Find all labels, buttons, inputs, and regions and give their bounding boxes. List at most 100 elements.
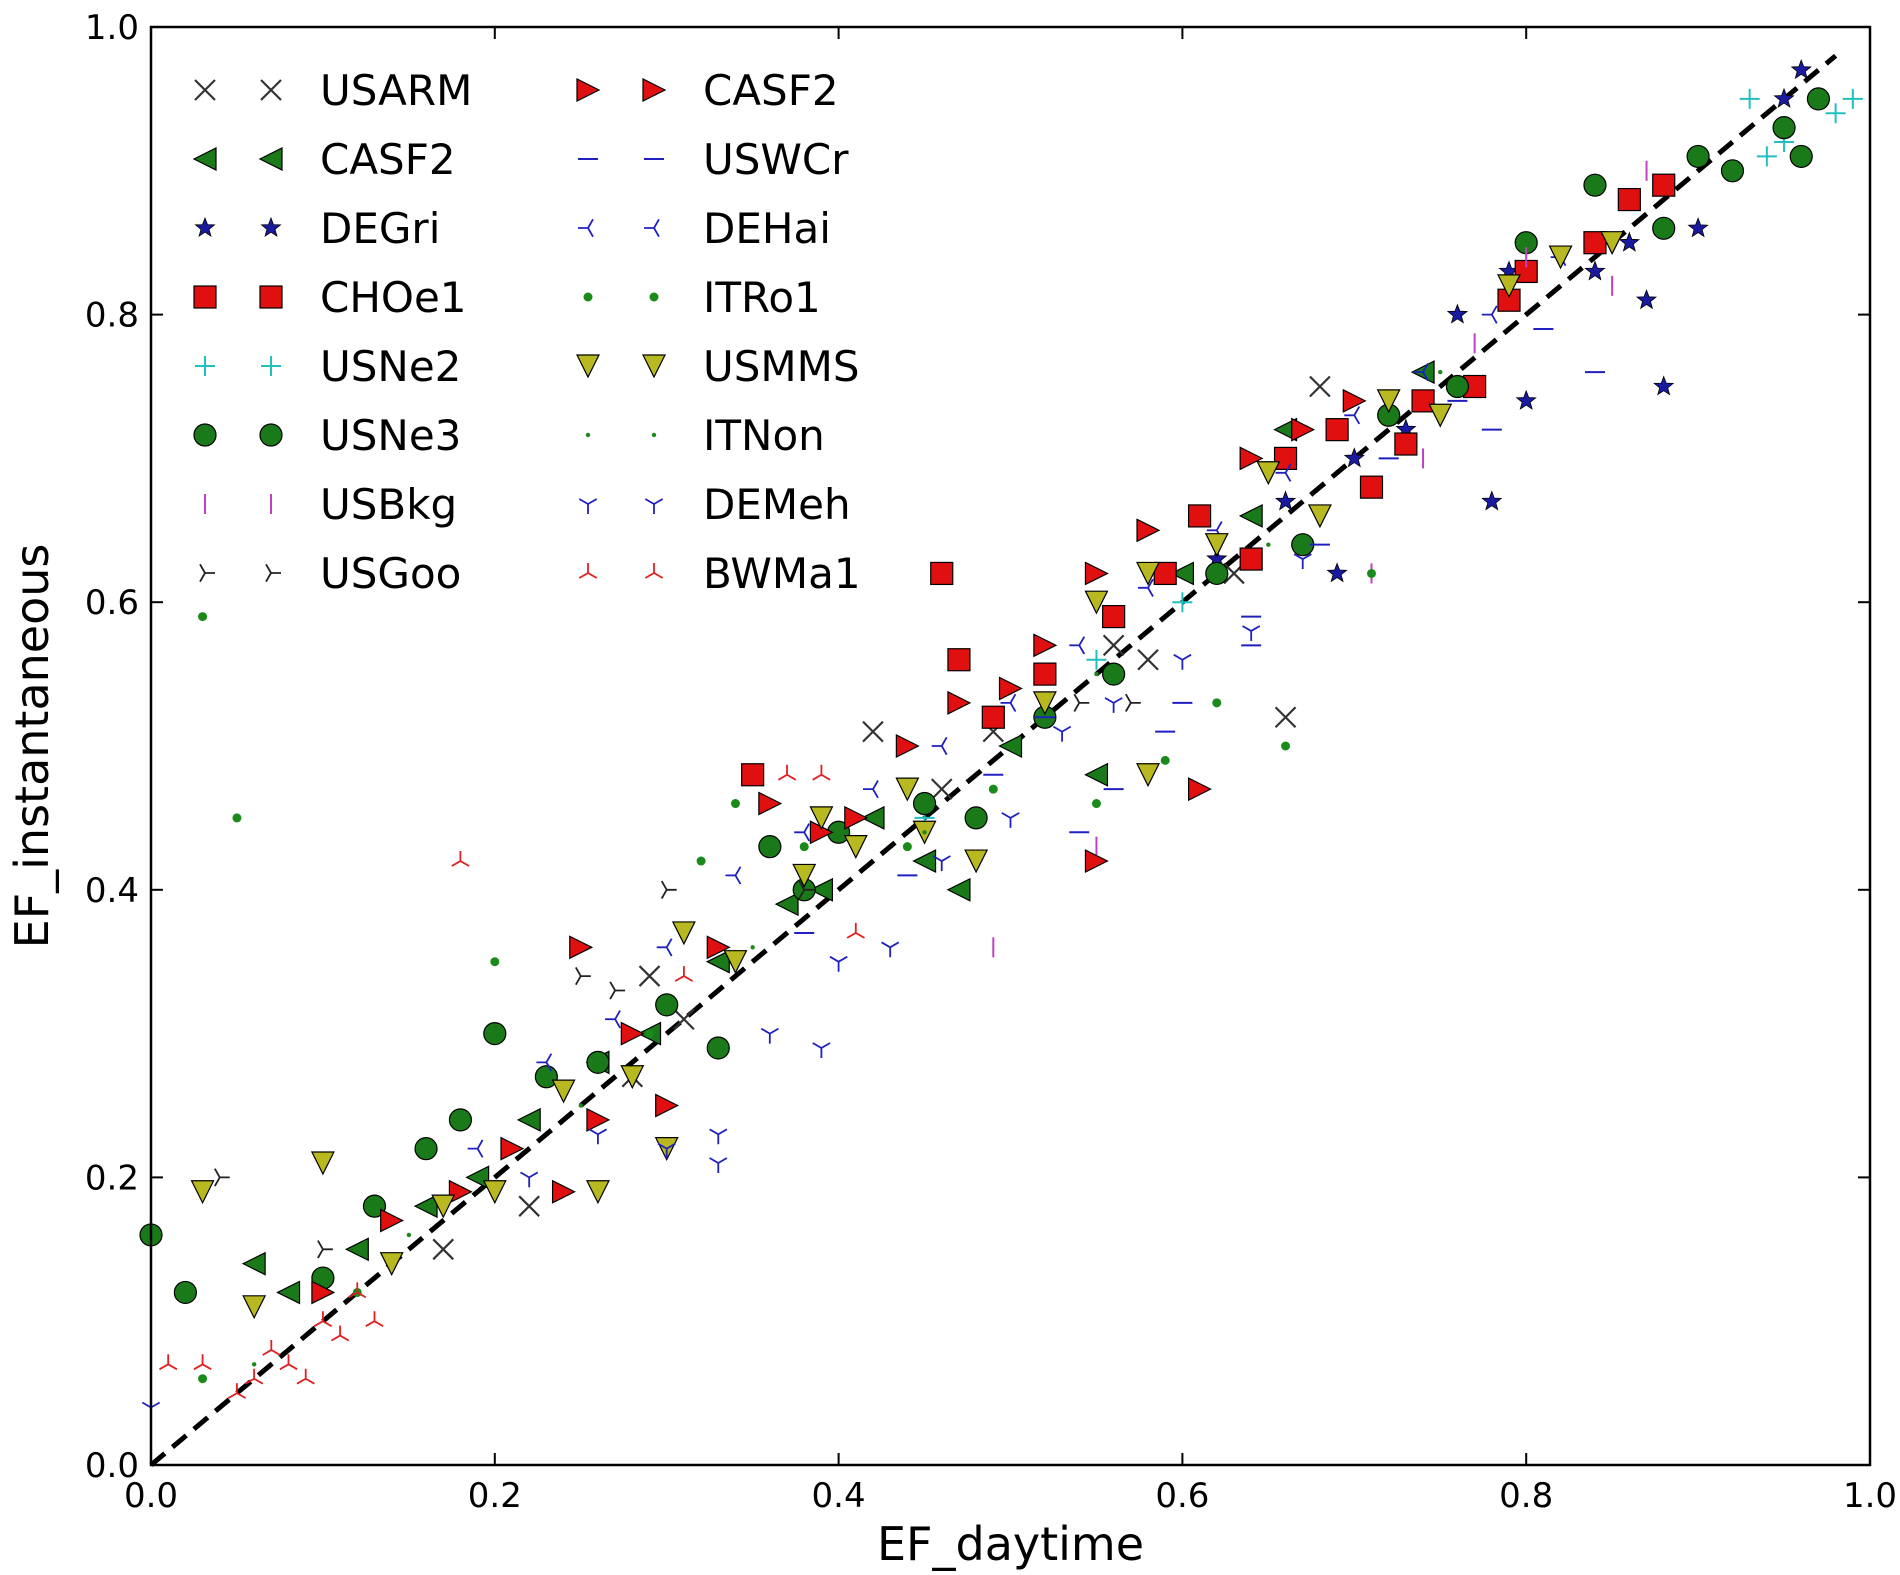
data-point [551,1179,576,1204]
data-point [242,1295,267,1320]
data-point [1617,187,1641,212]
legend-label: USARM [320,66,472,115]
data-point [536,1053,553,1072]
legend-item: USBkg [204,480,457,529]
legend-label: USNe2 [320,342,461,391]
data-point [709,1128,728,1145]
data-point [774,892,799,917]
data-point [317,1240,333,1259]
legend-label: USBkg [320,480,457,529]
legend-item: ITRo1 [583,273,821,322]
series-usgoo-7 [214,693,1141,1259]
data-point [1445,374,1470,399]
data-point [1187,504,1212,528]
data-point [1686,144,1710,169]
data-point [1033,662,1057,686]
data-point [490,957,500,967]
data-point [1104,697,1123,713]
legend-label: USNe3 [320,411,461,460]
data-point [534,1065,558,1089]
series-itro1-11 [198,568,1376,1384]
legend-label: DEMeh [703,480,851,529]
legend-item: USNe2 [195,342,461,391]
legend-item: ITNon [585,411,825,460]
axes: 0.0 0.2 0.4 0.6 0.8 1.0 0.0 0.2 0.4 0.6 0.8 1.0 [85,8,1897,1516]
legend-label: CASF2 [703,66,839,115]
data-point [414,1137,438,1161]
data-point [758,835,782,859]
data-point [1293,553,1312,570]
legend-label: DEHai [703,204,831,253]
data-point [846,922,865,939]
data-point [645,1029,655,1039]
data-point [1000,693,1017,712]
data-point [812,1042,831,1059]
data-point [1266,542,1271,547]
data-point [1084,590,1109,615]
data-point [1481,490,1503,511]
data-point [551,1079,576,1104]
data-point [1343,447,1365,468]
data-point [586,1107,611,1132]
data-point [673,1008,695,1030]
data-point [1342,388,1367,413]
data-point [1136,763,1160,788]
data-point [1548,245,1573,270]
data-point [1394,432,1418,456]
legend-item: USWCr [578,135,849,184]
data-point [586,1050,610,1074]
data-point [330,1325,350,1342]
data-point [1652,216,1676,240]
legend-item: DEHai [578,204,831,253]
data-point [1291,417,1316,442]
data-point [1273,446,1298,470]
data-point [575,966,591,986]
data-point [792,863,817,888]
data-point [1136,518,1161,543]
data-point [862,780,879,799]
data-point [198,612,208,622]
data-point [843,835,868,860]
data-point [709,1157,728,1174]
data-point [1102,634,1125,657]
data-point [799,842,809,852]
data-point [1173,653,1192,670]
data-point [609,981,626,1000]
data-point [1720,159,1745,183]
data-point [313,1311,333,1327]
data-point [1413,363,1429,382]
legend-label: DEGri [320,204,440,253]
data-point [1790,58,1812,80]
data-point [159,1354,178,1371]
data-point [1825,103,1846,124]
data-point [1238,503,1263,528]
data-point [964,849,989,874]
legend-marker [193,423,217,447]
data-point [706,1036,730,1060]
legend-marker [583,292,593,302]
legend-label: ITNon [703,411,825,460]
data-point [467,1139,484,1158]
x-tick-label: 0.4 [812,1476,866,1516]
data-point [812,764,831,781]
data-point [1170,561,1194,586]
data-point [1366,568,1376,578]
data-point [988,784,998,794]
legend-marker [194,216,216,238]
data-point [1160,755,1170,765]
data-point [1052,725,1072,742]
data-point [311,1280,336,1305]
data-point [1583,173,1607,197]
data-point [1137,648,1159,671]
data-point [758,791,783,816]
data-point [657,1142,676,1159]
legend-marker [576,354,600,379]
data-point [981,705,1005,729]
data-point [656,938,673,957]
data-point [1091,799,1101,809]
data-point [1274,490,1297,511]
data-point [730,799,740,809]
y-tick-label: 0.4 [85,871,139,911]
data-point [1086,649,1107,670]
